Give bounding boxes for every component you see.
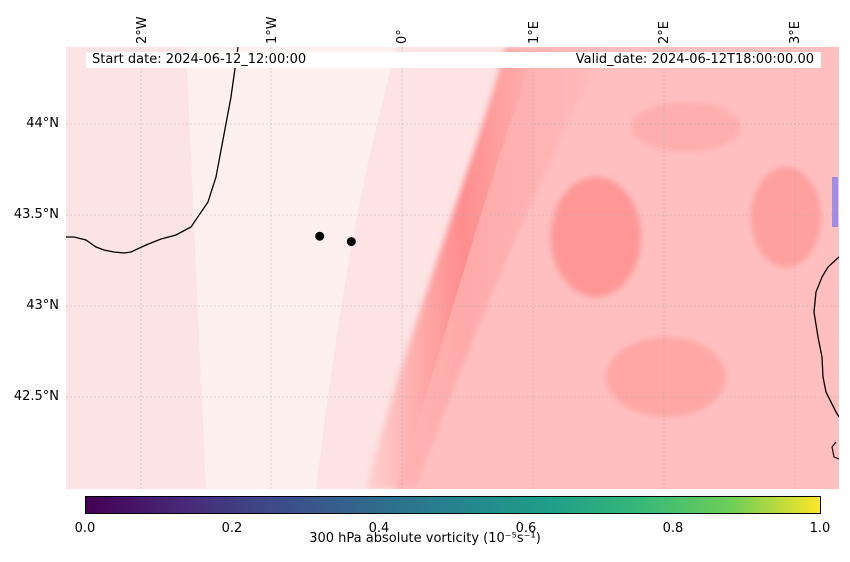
field-blue-patch	[832, 177, 838, 227]
lat-tick-43-5: 43.5°N	[13, 207, 59, 222]
info-banner	[86, 52, 821, 68]
lon-tick-2e: 2°E	[657, 21, 672, 44]
station-point-2	[346, 237, 356, 247]
colorbar-tick-4: 0.8	[662, 521, 684, 536]
field-max-3	[606, 337, 726, 417]
coastline-east	[813, 256, 839, 418]
field-west-wash	[66, 47, 206, 489]
gridlines	[66, 47, 839, 489]
field-max-2	[751, 167, 821, 267]
lon-tick-0: 0°	[395, 29, 410, 44]
valid-date-label: Valid_date: 2024-06-12T18:00:00.00	[575, 52, 814, 67]
lat-tick-44: 44°N	[26, 116, 59, 131]
lon-tick-3e: 3°E	[788, 21, 803, 44]
lat-tick-43: 43°N	[26, 298, 59, 313]
colorbar-gradient	[85, 496, 821, 514]
lon-tick-1e: 1°E	[527, 21, 542, 44]
colorbar-tick-3: 0.6	[515, 521, 537, 536]
colorbar-tick-1: 0.2	[221, 521, 243, 536]
colorbar-tick-2: 0.4	[368, 521, 390, 536]
lon-tick-1w: 1°W	[265, 16, 280, 44]
field-max-4	[631, 102, 741, 152]
vorticity-map	[66, 47, 839, 489]
colorbar	[85, 496, 821, 514]
lon-tick-2w: 2°W	[135, 16, 150, 44]
station-point-1	[315, 231, 325, 241]
start-date-label: Start date: 2024-06-12_12:00:00	[92, 52, 307, 67]
lat-tick-42-5: 42.5°N	[13, 389, 59, 404]
station-points	[315, 231, 356, 247]
colorbar-label: 300 hPa absolute vorticity (10⁻⁵s⁻¹)	[309, 531, 541, 546]
coastline-east-2	[831, 441, 839, 460]
colorbar-tick-5: 1.0	[809, 521, 831, 536]
field-max-1	[551, 177, 641, 297]
coastline-west	[66, 47, 239, 254]
colorbar-tick-0: 0.0	[74, 521, 96, 536]
